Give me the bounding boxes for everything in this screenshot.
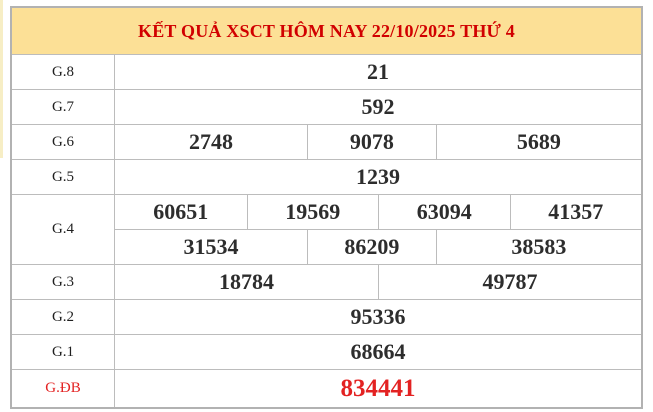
prize-label-g4: G.4: [51, 221, 75, 237]
row-g8: G.8 21: [12, 54, 641, 89]
prize-number-g1: 68664: [350, 339, 406, 364]
prize-label-g5: G.5: [51, 168, 75, 185]
row-g5: G.5 1239: [12, 159, 641, 194]
prize-label-g7: G.7: [51, 98, 75, 115]
row-g3: G.3 18784 49787: [12, 264, 641, 299]
prize-number-g8: 21: [367, 59, 389, 84]
prize-number-g4-1: 60651: [153, 199, 209, 224]
prize-number-g4-4: 41357: [509, 195, 642, 229]
prize-label-g3: G.3: [51, 273, 75, 290]
prize-label-g2: G.2: [51, 308, 75, 325]
prize-label-g8: G.8: [51, 63, 75, 80]
prize-label-g6: G.6: [51, 133, 75, 150]
prize-number-gdb: 834441: [340, 374, 416, 402]
row-g4-line-2: 31534 86209 38583: [115, 229, 641, 264]
prize-label-gdb: G.ĐB: [45, 380, 81, 396]
prize-number-g6-3: 5689: [435, 125, 641, 159]
page-edge-decoration: [0, 0, 3, 158]
prize-number-g4-5: 31534: [183, 234, 239, 259]
row-g7: G.7 592: [12, 89, 641, 124]
prize-number-g4-2: 19569: [246, 195, 379, 229]
row-g6: G.6 2748 9078 5689: [12, 124, 641, 159]
prize-number-g4-3: 63094: [378, 195, 510, 229]
prize-number-g7: 592: [361, 94, 395, 119]
prize-label-g1: G.1: [51, 343, 75, 360]
row-g2: G.2 95336: [12, 299, 641, 334]
results-table: KẾT QUẢ XSCT HÔM NAY 22/10/2025 THỨ 4 G.…: [10, 6, 643, 409]
prize-number-g6-1: 2748: [188, 129, 233, 154]
row-gdb: G.ĐB 834441: [12, 369, 641, 407]
results-header: KẾT QUẢ XSCT HÔM NAY 22/10/2025 THỨ 4: [12, 8, 641, 54]
prize-number-g5: 1239: [356, 164, 400, 189]
row-g4-line-1: 60651 19569 63094 41357: [115, 195, 641, 229]
prize-number-g6-2: 9078: [306, 125, 436, 159]
prize-number-g2: 95336: [350, 304, 406, 329]
prize-number-g3-1: 18784: [219, 269, 274, 294]
row-g4: G.4 60651 19569 63094 41357 31534 86209 …: [12, 194, 641, 264]
prize-number-g4-6: 86209: [306, 230, 436, 264]
page-title: KẾT QUẢ XSCT HÔM NAY 22/10/2025 THỨ 4: [138, 20, 515, 41]
prize-number-g3-2: 49787: [378, 265, 641, 299]
prize-number-g4-7: 38583: [435, 230, 641, 264]
row-g1: G.1 68664: [12, 334, 641, 369]
